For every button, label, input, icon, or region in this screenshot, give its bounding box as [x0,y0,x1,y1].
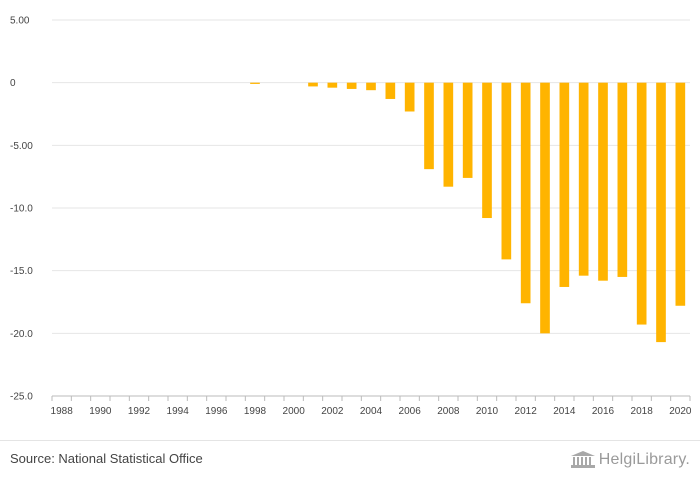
source-note: Source: National Statistical Office [10,451,203,466]
x-tick-label: 1990 [89,406,112,417]
bar-2010[interactable] [482,82,492,219]
bar-2007[interactable] [424,82,434,170]
x-axis-ticks: 1988 1990 1992 1994 1996 1998 2000 2002 2004 2006… [51,396,692,417]
bar-2014[interactable] [559,82,570,287]
x-tick-label: 1998 [244,406,267,417]
bar-2015[interactable] [578,82,589,276]
bar-2004[interactable] [366,82,376,91]
x-tick-label: 2006 [399,406,422,417]
x-tick-label: 2000 [283,406,306,417]
bar-2018[interactable] [636,82,647,325]
y-tick-label: 0 [10,78,16,89]
x-tick-label: 2012 [515,406,538,417]
bar-2006[interactable] [404,82,415,112]
x-tick-label: 2014 [553,406,576,417]
footer-divider [0,440,700,441]
bar-2003[interactable] [346,82,357,89]
y-tick-label: -25.0 [10,392,33,403]
helgi-library-logo[interactable]: HelgiLibrary. [570,448,690,472]
bar-2011[interactable] [501,82,512,260]
bar-chart: 5.000-5.00-10.0-15.0-20.0-25.0 1988 1990 1… [10,16,692,418]
x-tick-label: 2002 [321,406,344,417]
x-tick-label: 1988 [51,406,74,417]
bars [250,82,686,343]
gridlines [52,19,690,334]
bar-2008[interactable] [443,82,454,187]
y-tick-label: -5.00 [10,141,33,152]
y-tick-label: 5.00 [10,16,30,27]
y-axis-ticks: 5.00 0 -5.00 -10.0 -15.0 -20.0 -25.0 [10,16,33,403]
y-tick-label: -10.0 [10,204,33,215]
bar-2001[interactable] [308,82,318,87]
y-tick-label: -20.0 [10,329,33,340]
x-tick-label: 2008 [437,406,460,417]
x-tick-label: 2020 [669,406,692,417]
x-tick-label: 2004 [360,406,383,417]
logo-text: HelgiLibrary. [598,451,690,468]
bar-2020[interactable] [675,82,686,306]
bar-2002[interactable] [327,82,338,88]
x-tick-label: 1996 [205,406,228,417]
x-tick-label: 2010 [476,406,499,417]
bar-2005[interactable] [385,82,396,99]
x-tick-label: 2018 [631,406,654,417]
library-building-icon [570,451,595,468]
bar-2012[interactable] [520,82,531,304]
bar-2017[interactable] [617,82,628,277]
bar-2016[interactable] [598,82,608,281]
bar-2009[interactable] [462,82,473,178]
bar-1998[interactable] [250,82,260,84]
x-tick-label: 1994 [167,406,190,417]
y-tick-label: -15.0 [10,266,33,277]
bar-2013[interactable] [540,82,550,334]
x-tick-label: 2016 [592,406,615,417]
x-tick-label: 1992 [128,406,151,417]
bar-2019[interactable] [656,82,666,343]
